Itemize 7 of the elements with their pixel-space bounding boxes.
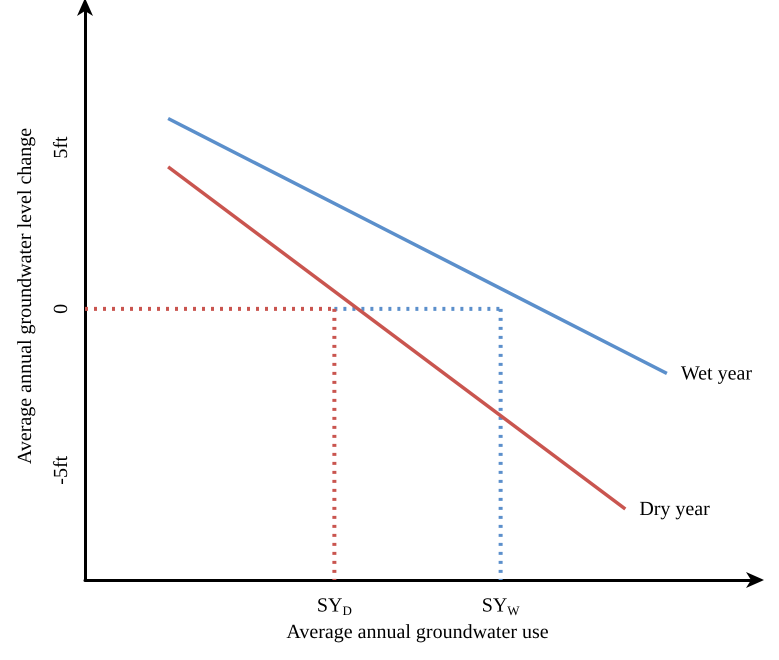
- y-axis-title: Average annual groundwater level change: [14, 128, 36, 464]
- y-tick-label: 0: [50, 304, 72, 314]
- series-label: Dry year: [639, 498, 710, 520]
- y-tick-label: 5ft: [50, 136, 72, 159]
- y-tick-label: -5ft: [50, 455, 72, 485]
- series-label: Wet year: [680, 362, 752, 384]
- x-axis-title: Average annual groundwater use: [286, 620, 549, 643]
